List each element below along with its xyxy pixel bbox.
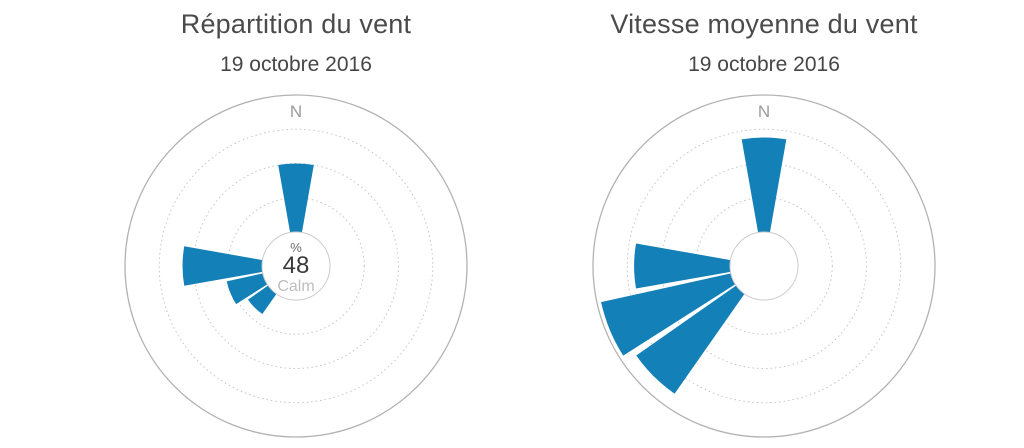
wind-sector-W [182,246,296,286]
grid-ring-dotted [158,128,434,404]
wind-sector-SW [636,266,764,394]
grid-ring-dotted [695,197,833,335]
grid-ring-dotted [193,163,399,369]
calm-hole [729,231,799,301]
north-label: N [290,102,302,121]
windrose-grid-and-sectors [592,94,936,438]
calm-unit-label: % [290,240,302,255]
windrose-chart-distribution: N % 48 Calm [124,94,468,438]
chart-title: Répartition du vent [180,9,412,39]
calm-caption: Calm [277,278,314,295]
chart-subtitle: 19 octobre 2016 [688,53,840,76]
windrose-grid-and-sectors [124,94,468,438]
grid-ring-dotted [227,197,365,335]
north-label: N [758,102,770,121]
chart-title: Vitesse moyenne du vent [610,9,918,39]
chart-subtitle: 19 octobre 2016 [220,53,372,76]
wind-sector-W [634,243,764,289]
wind-sector-N [278,163,314,266]
grid-ring-dotted [626,128,902,404]
outer-ring [592,94,936,438]
calm-hole [261,231,331,301]
wind-sector-WSW [601,266,764,356]
outer-ring [124,94,468,438]
wind-sector-N [741,137,787,266]
windrose-panel-mean-speed: Vitesse moyenne du vent 19 octobre 2016 … [584,0,944,448]
calm-percent-value: 48 [283,252,310,279]
windrose-chart-mean-speed: N [592,94,936,438]
windrose-panel-distribution: Répartition du vent 19 octobre 2016 N % … [116,0,476,448]
